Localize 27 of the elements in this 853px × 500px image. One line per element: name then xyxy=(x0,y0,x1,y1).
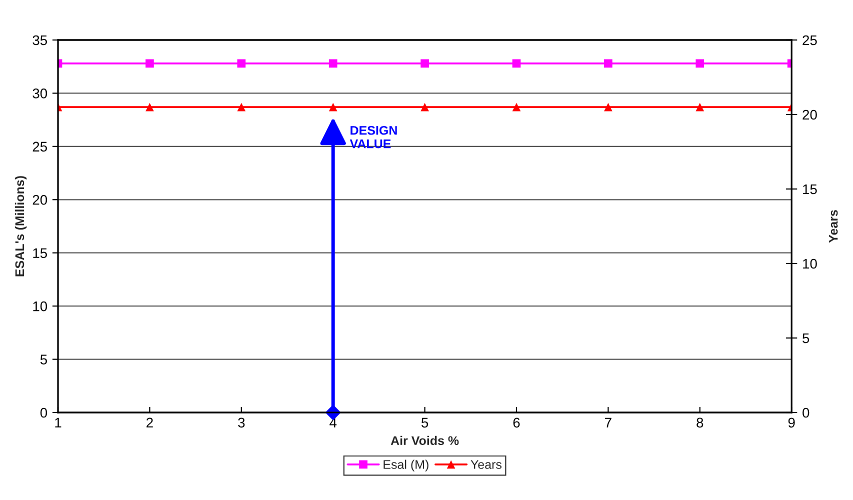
y-tick-label: 10 xyxy=(33,301,48,312)
y2-axis-title: Years xyxy=(829,210,838,243)
y2-tick-label: 5 xyxy=(802,333,810,344)
y2-tick-label: 15 xyxy=(803,184,817,194)
y-tick-label: 30 xyxy=(32,88,48,98)
x-tick-label: 8 xyxy=(696,418,704,428)
legend-label: Years xyxy=(470,460,502,469)
y-tick-label: 25 xyxy=(32,142,48,152)
x-tick-label: 5 xyxy=(421,418,428,428)
x-tick-label: 3 xyxy=(238,418,245,428)
legend-label: Esal (M) xyxy=(384,460,428,472)
x-tick-label: 2 xyxy=(146,418,153,428)
y-tick-label: 20 xyxy=(32,194,48,205)
y-axis-title: ESAL's (Millions) xyxy=(14,176,27,276)
x-axis-title: Air Voids % xyxy=(390,436,459,446)
y2-tick-label: 25 xyxy=(802,35,817,46)
x-tick-label: 7 xyxy=(605,418,612,428)
x-tick-label: 1 xyxy=(55,418,62,428)
x-tick-label: 9 xyxy=(788,418,795,428)
y2-tick-label: 10 xyxy=(803,258,817,269)
y2-tick-label: 0 xyxy=(802,408,810,418)
y-tick-label: 15 xyxy=(33,248,48,258)
y-tick-label: 35 xyxy=(32,35,48,46)
x-tick-label: 6 xyxy=(513,418,520,428)
y2-tick-label: 20 xyxy=(802,110,817,120)
y-tick-label: 5 xyxy=(40,354,48,364)
y-tick-label: 0 xyxy=(40,408,48,418)
